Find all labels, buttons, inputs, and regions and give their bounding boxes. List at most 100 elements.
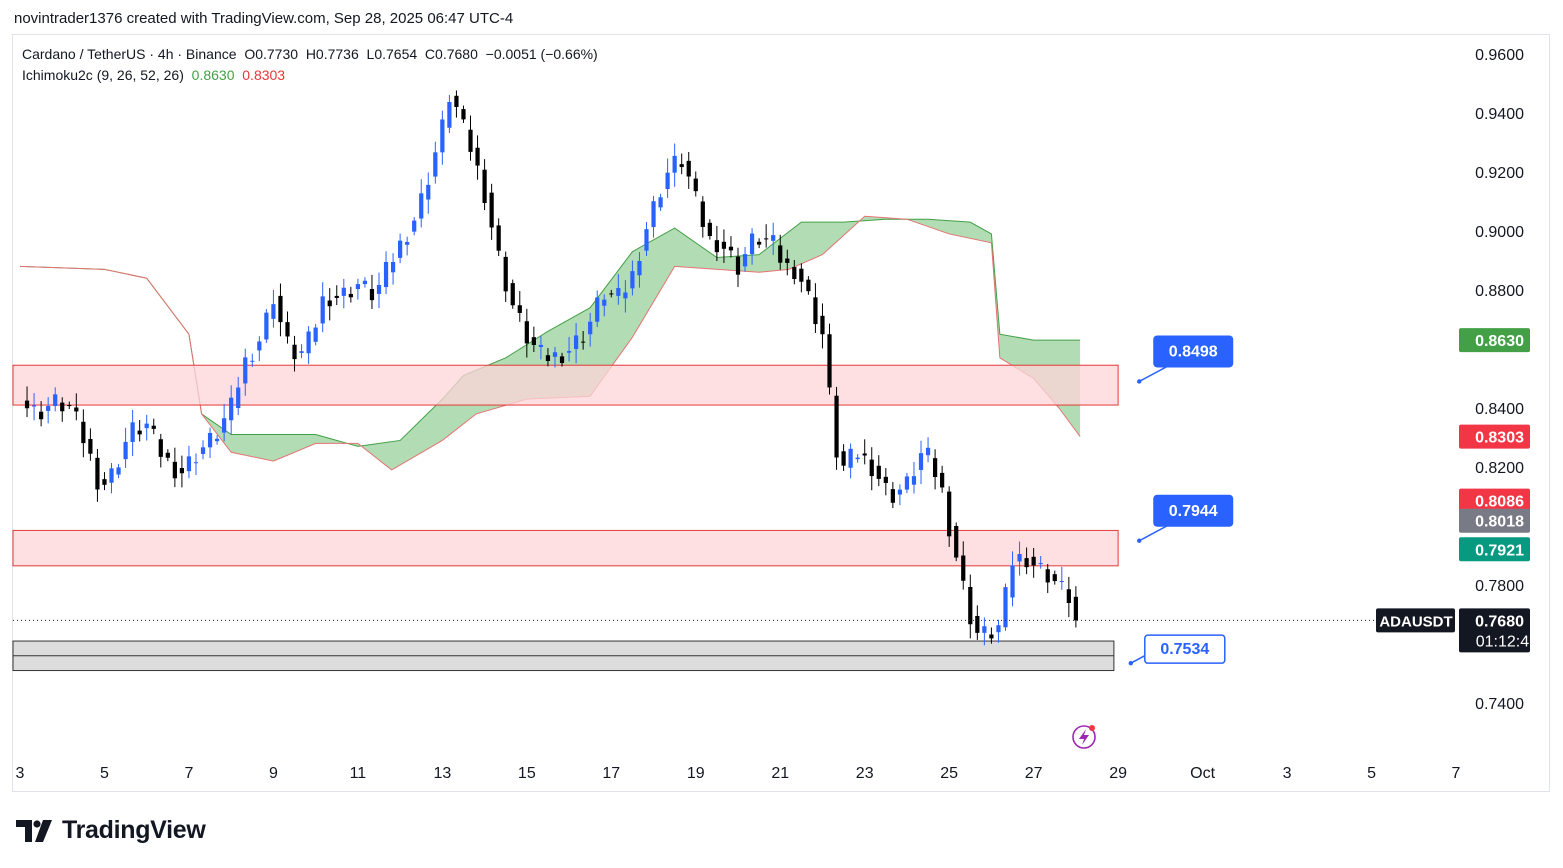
y-axis-tick-label: 0.8200 bbox=[1475, 460, 1524, 477]
ohlc-open: O0.7730 bbox=[244, 46, 299, 62]
candle-body bbox=[31, 405, 37, 407]
candle-body bbox=[940, 472, 945, 488]
candle-body bbox=[764, 238, 769, 240]
candle-body bbox=[468, 129, 473, 152]
candle-body bbox=[524, 321, 529, 344]
symbol-title: Cardano / TetherUS · 4h · Binance bbox=[22, 46, 237, 62]
candle-body bbox=[609, 293, 614, 295]
x-axis-tick-label: 23 bbox=[856, 765, 874, 782]
axis-price-label: 0.7680 bbox=[1475, 613, 1524, 630]
candle-body bbox=[334, 295, 339, 298]
x-axis-tick-label: 3 bbox=[1283, 765, 1292, 782]
x-axis-tick-label: 13 bbox=[433, 765, 451, 782]
axis-price-label-box bbox=[1459, 328, 1530, 353]
candle-body bbox=[566, 351, 572, 353]
candle-body bbox=[116, 467, 121, 475]
candle-body bbox=[299, 351, 304, 353]
candle-body bbox=[1003, 587, 1008, 628]
x-axis-tick-label: 27 bbox=[1025, 765, 1043, 782]
candle-body bbox=[862, 453, 867, 456]
candle-body bbox=[39, 411, 44, 420]
candle-body bbox=[278, 295, 283, 323]
candle-body bbox=[426, 184, 431, 200]
candle-body bbox=[355, 284, 360, 290]
candle-body bbox=[53, 394, 58, 407]
candle-body bbox=[1045, 569, 1050, 583]
indicator-title: Ichimoku2c (9, 26, 52, 26) bbox=[22, 67, 184, 83]
symbol-tag-box bbox=[1376, 608, 1455, 633]
price-change: −0.0051 (−0.66%) bbox=[485, 46, 598, 62]
candle-body bbox=[405, 241, 410, 245]
candle-body bbox=[222, 418, 227, 433]
candle-body bbox=[545, 355, 551, 361]
candle-body bbox=[827, 334, 832, 388]
axis-price-label: 0.8018 bbox=[1475, 514, 1524, 531]
candle-body bbox=[911, 476, 917, 485]
axis-price-label: 0.8086 bbox=[1475, 494, 1524, 511]
candle-body bbox=[369, 289, 375, 301]
candle-body bbox=[419, 193, 424, 219]
price-callout-label: 0.7534 bbox=[1160, 641, 1209, 658]
callout-anchor-dot bbox=[1137, 538, 1142, 543]
candle-body bbox=[595, 297, 600, 322]
y-axis-tick-label: 0.9000 bbox=[1475, 224, 1524, 241]
price-callout-label: 0.8498 bbox=[1169, 343, 1218, 360]
candle-body bbox=[749, 233, 755, 255]
candle-body bbox=[1052, 574, 1057, 582]
candle-body bbox=[517, 305, 522, 313]
candle-body bbox=[799, 268, 804, 282]
candle-body bbox=[257, 341, 262, 351]
y-axis-tick-label: 0.8400 bbox=[1475, 401, 1524, 418]
chart-frame bbox=[12, 34, 1550, 792]
candle-body bbox=[306, 331, 311, 354]
candle-body bbox=[700, 201, 705, 227]
candle-body bbox=[771, 235, 776, 241]
symbol-legend[interactable]: Cardano / TetherUS · 4h · Binance O0.773… bbox=[22, 46, 598, 62]
candle-body bbox=[376, 284, 382, 294]
indicator-legend[interactable]: Ichimoku2c (9, 26, 52, 26) 0.8630 0.8303 bbox=[22, 67, 285, 83]
x-axis-tick-label: 19 bbox=[687, 765, 705, 782]
x-axis-tick-label: 5 bbox=[100, 765, 109, 782]
y-axis-tick-label: 0.7800 bbox=[1475, 578, 1524, 595]
candle-body bbox=[728, 246, 734, 251]
chart-credit: novintrader1376 created with TradingView… bbox=[14, 10, 514, 27]
axis-price-label: 0.8303 bbox=[1475, 430, 1524, 447]
candle-body bbox=[968, 586, 973, 625]
x-axis-tick-label: Oct bbox=[1190, 765, 1215, 782]
lightning-icon-bolt bbox=[1079, 729, 1089, 745]
candle-body bbox=[588, 321, 593, 335]
ohlc-high: H0.7736 bbox=[305, 46, 359, 62]
lightning-icon-ring bbox=[1072, 725, 1096, 749]
candle-body bbox=[665, 172, 670, 190]
candle-body bbox=[538, 344, 544, 348]
candle-body bbox=[531, 337, 536, 345]
price-callout-box bbox=[1144, 634, 1226, 664]
candle-body bbox=[109, 468, 114, 483]
candle-body bbox=[602, 299, 607, 306]
candle-body bbox=[207, 432, 213, 448]
ohlc-close: C0.7680 bbox=[424, 46, 478, 62]
tradingview-brand: TradingView bbox=[62, 816, 206, 844]
candle-body bbox=[897, 489, 903, 495]
candle-body bbox=[130, 422, 135, 442]
x-axis-tick-label: 3 bbox=[16, 765, 25, 782]
candle-body bbox=[616, 288, 621, 296]
candle-body bbox=[313, 327, 318, 342]
candle-body bbox=[869, 459, 874, 477]
resistance-zone-1 bbox=[12, 364, 1119, 406]
candle-body bbox=[320, 296, 325, 324]
candle-body bbox=[327, 300, 332, 307]
candle-body bbox=[672, 155, 677, 173]
candle-body bbox=[285, 322, 290, 337]
y-axis-tick-label: 0.9600 bbox=[1475, 47, 1524, 64]
candle-body bbox=[74, 407, 79, 412]
candle-body bbox=[95, 457, 100, 490]
axis-price-label-box bbox=[1459, 608, 1530, 653]
price-callout-box bbox=[1153, 335, 1234, 368]
candle-body bbox=[440, 119, 445, 153]
candle-body bbox=[341, 287, 346, 296]
candle-body bbox=[186, 456, 192, 472]
candle-body bbox=[876, 465, 881, 479]
candle-body bbox=[1066, 589, 1071, 603]
